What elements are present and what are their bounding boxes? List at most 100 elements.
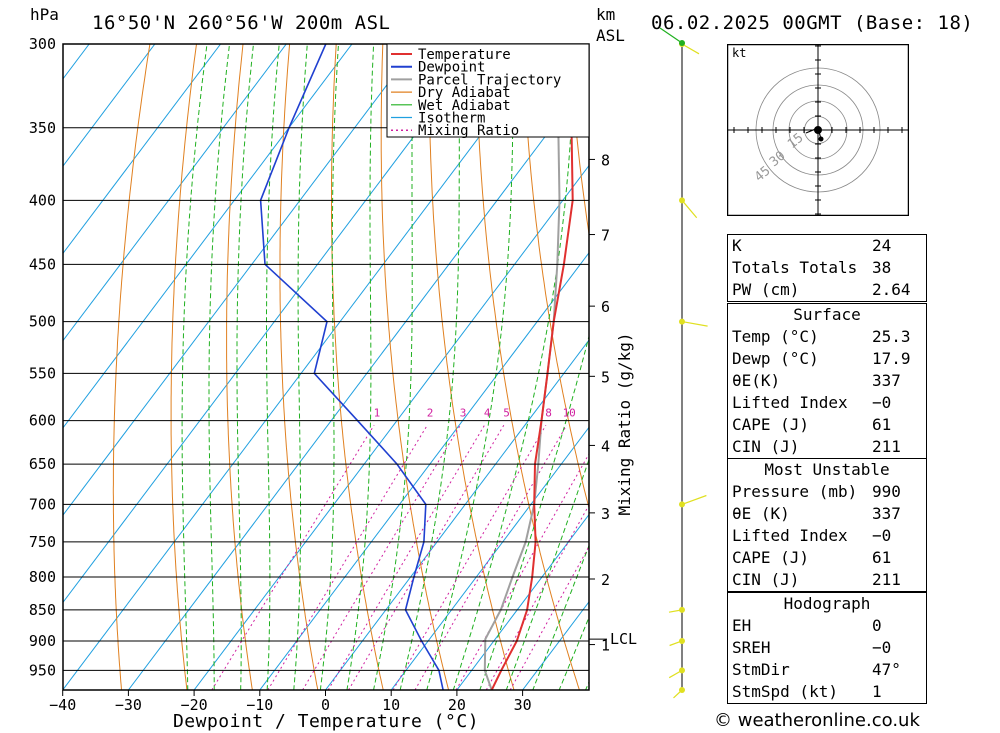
pressure-tick-label: 500 [29, 313, 56, 331]
pressure-tick-label: 450 [29, 255, 56, 273]
wind-barb-top [659, 27, 683, 44]
copyright-link[interactable]: © weatheronline.co.uk [714, 710, 920, 731]
wind-barb [681, 320, 708, 327]
mixing-ratio-line [392, 424, 547, 690]
isotherm-line [63, 44, 484, 604]
wet-adiabat-line [181, 44, 208, 690]
row-label: Totals Totals [732, 258, 858, 277]
table-row: PW (cm) 2.64 [728, 279, 926, 301]
row-value: 337 [872, 504, 901, 523]
most-unstable-table: Most Unstable Pressure (mb) 990 θE (K) 337 L… [727, 458, 927, 592]
dry-adiabat-line [522, 44, 589, 511]
mixing-ratio-label: 25 [652, 407, 665, 420]
dry-adiabat-line [226, 44, 253, 690]
table-row: θE (K) 337 [728, 503, 926, 525]
wind-barb [668, 669, 683, 679]
pressure-tick-label: 850 [29, 601, 56, 619]
legend-entry: Mixing Ratio [418, 123, 519, 139]
x-tick-label: 30 [514, 696, 532, 714]
km-tick-label: 6 [601, 298, 610, 316]
hodograph-storm-motion [814, 126, 822, 134]
wet-adiabat-line [346, 44, 375, 690]
mixing-ratio-line [455, 452, 589, 690]
most-unstable-title: Most Unstable [764, 460, 890, 479]
datetime-title: 06.02.2025 00GMT (Base: 18) [651, 12, 974, 34]
km-unit-label: km [596, 5, 616, 24]
row-label: StmSpd (kt) [732, 682, 838, 701]
hpa-unit-label: hPa [30, 5, 59, 24]
pressure-tick-label: 750 [29, 533, 56, 551]
km-tick-label: 5 [601, 368, 610, 386]
hodograph-ring-label: 45 [752, 164, 774, 186]
row-value: 2.64 [872, 280, 911, 299]
pressure-tick-label: 550 [29, 364, 56, 382]
surface-table: Surface Temp (°C) 25.3 Dewp (°C) 17.9 θE(K) 3… [727, 303, 927, 459]
row-value: −0 [872, 393, 892, 412]
row-label: Temp (°C) [732, 327, 819, 346]
wet-adiabat-line [293, 44, 308, 690]
km-tick-label: 8 [601, 151, 610, 169]
table-row: Totals Totals 38 [728, 257, 926, 279]
pressure-tick-label: 300 [29, 35, 56, 53]
km-tick-label: 7 [601, 227, 610, 245]
km-tick-label: 3 [601, 505, 610, 523]
row-value: 990 [872, 482, 901, 501]
mixing-ratio-line [267, 424, 428, 690]
legend-box [386, 43, 590, 138]
wet-adiabat-line [532, 544, 589, 690]
row-value: 24 [872, 236, 892, 255]
pressure-tick-label: 600 [29, 412, 56, 430]
row-label: CIN (J) [732, 570, 800, 589]
row-value: −0 [872, 638, 892, 657]
row-value: 1 [872, 682, 882, 701]
row-value: 211 [872, 437, 901, 456]
mixing-ratio-line [327, 424, 485, 690]
dry-adiabat-line [112, 44, 151, 690]
row-value: 38 [872, 258, 892, 277]
row-value: 0 [872, 616, 882, 635]
hodograph-table: Hodograph EH 0 SREH −0 StmDir 47° StmSpd (kt) 1 [727, 592, 927, 704]
table-row: CIN (J) 211 [728, 569, 926, 591]
hodograph-title: Hodograph [783, 594, 871, 613]
row-label: StmDir [732, 660, 790, 679]
table-row: StmSpd (kt) 1 [728, 681, 926, 703]
wind-barb [673, 689, 683, 699]
x-tick-label: −30 [115, 696, 142, 714]
pressure-tick-label: 650 [29, 455, 56, 473]
km-tick-label: 1 [601, 637, 610, 655]
row-value: 47° [872, 660, 901, 679]
wet-adiabat-line [558, 616, 589, 690]
dry-adiabat-line [428, 44, 515, 690]
x-tick-label: 10 [382, 696, 400, 714]
row-label: θE (K) [732, 504, 790, 523]
hodograph-ring-label: 15 [785, 131, 807, 153]
surface-title: Surface [793, 305, 861, 324]
wind-barb [681, 43, 700, 55]
wind-barb [681, 199, 698, 219]
pressure-tick-label: 900 [29, 632, 56, 650]
dry-adiabat-line [331, 44, 384, 690]
legend-entry: Dry Adiabat [418, 85, 511, 101]
mixing-ratio-label: 10 [563, 407, 576, 420]
row-value: 337 [872, 371, 901, 390]
table-row: SREH −0 [728, 637, 926, 659]
mixing-ratio-label: 1 [374, 407, 381, 420]
row-label: Lifted Index [732, 393, 848, 412]
x-tick-label: 0 [321, 696, 330, 714]
mixing-ratio-label: 2 [427, 407, 434, 420]
pressure-tick-label: 400 [29, 191, 56, 209]
wet-adiabat-line [399, 44, 461, 690]
isotherm-line [390, 426, 589, 690]
lcl-label: LCL [610, 630, 637, 648]
asl-unit-label: ASL [596, 26, 625, 45]
table-row: K 24 [728, 235, 926, 257]
pressure-tick-label: 800 [29, 568, 56, 586]
pressure-tick-label: 700 [29, 495, 56, 513]
row-value: 61 [872, 548, 892, 567]
table-row: Temp (°C) 25.3 [728, 326, 926, 348]
table-row: CAPE (J) 61 [728, 414, 926, 436]
isotherm-line [63, 44, 156, 167]
row-value: 61 [872, 415, 892, 434]
